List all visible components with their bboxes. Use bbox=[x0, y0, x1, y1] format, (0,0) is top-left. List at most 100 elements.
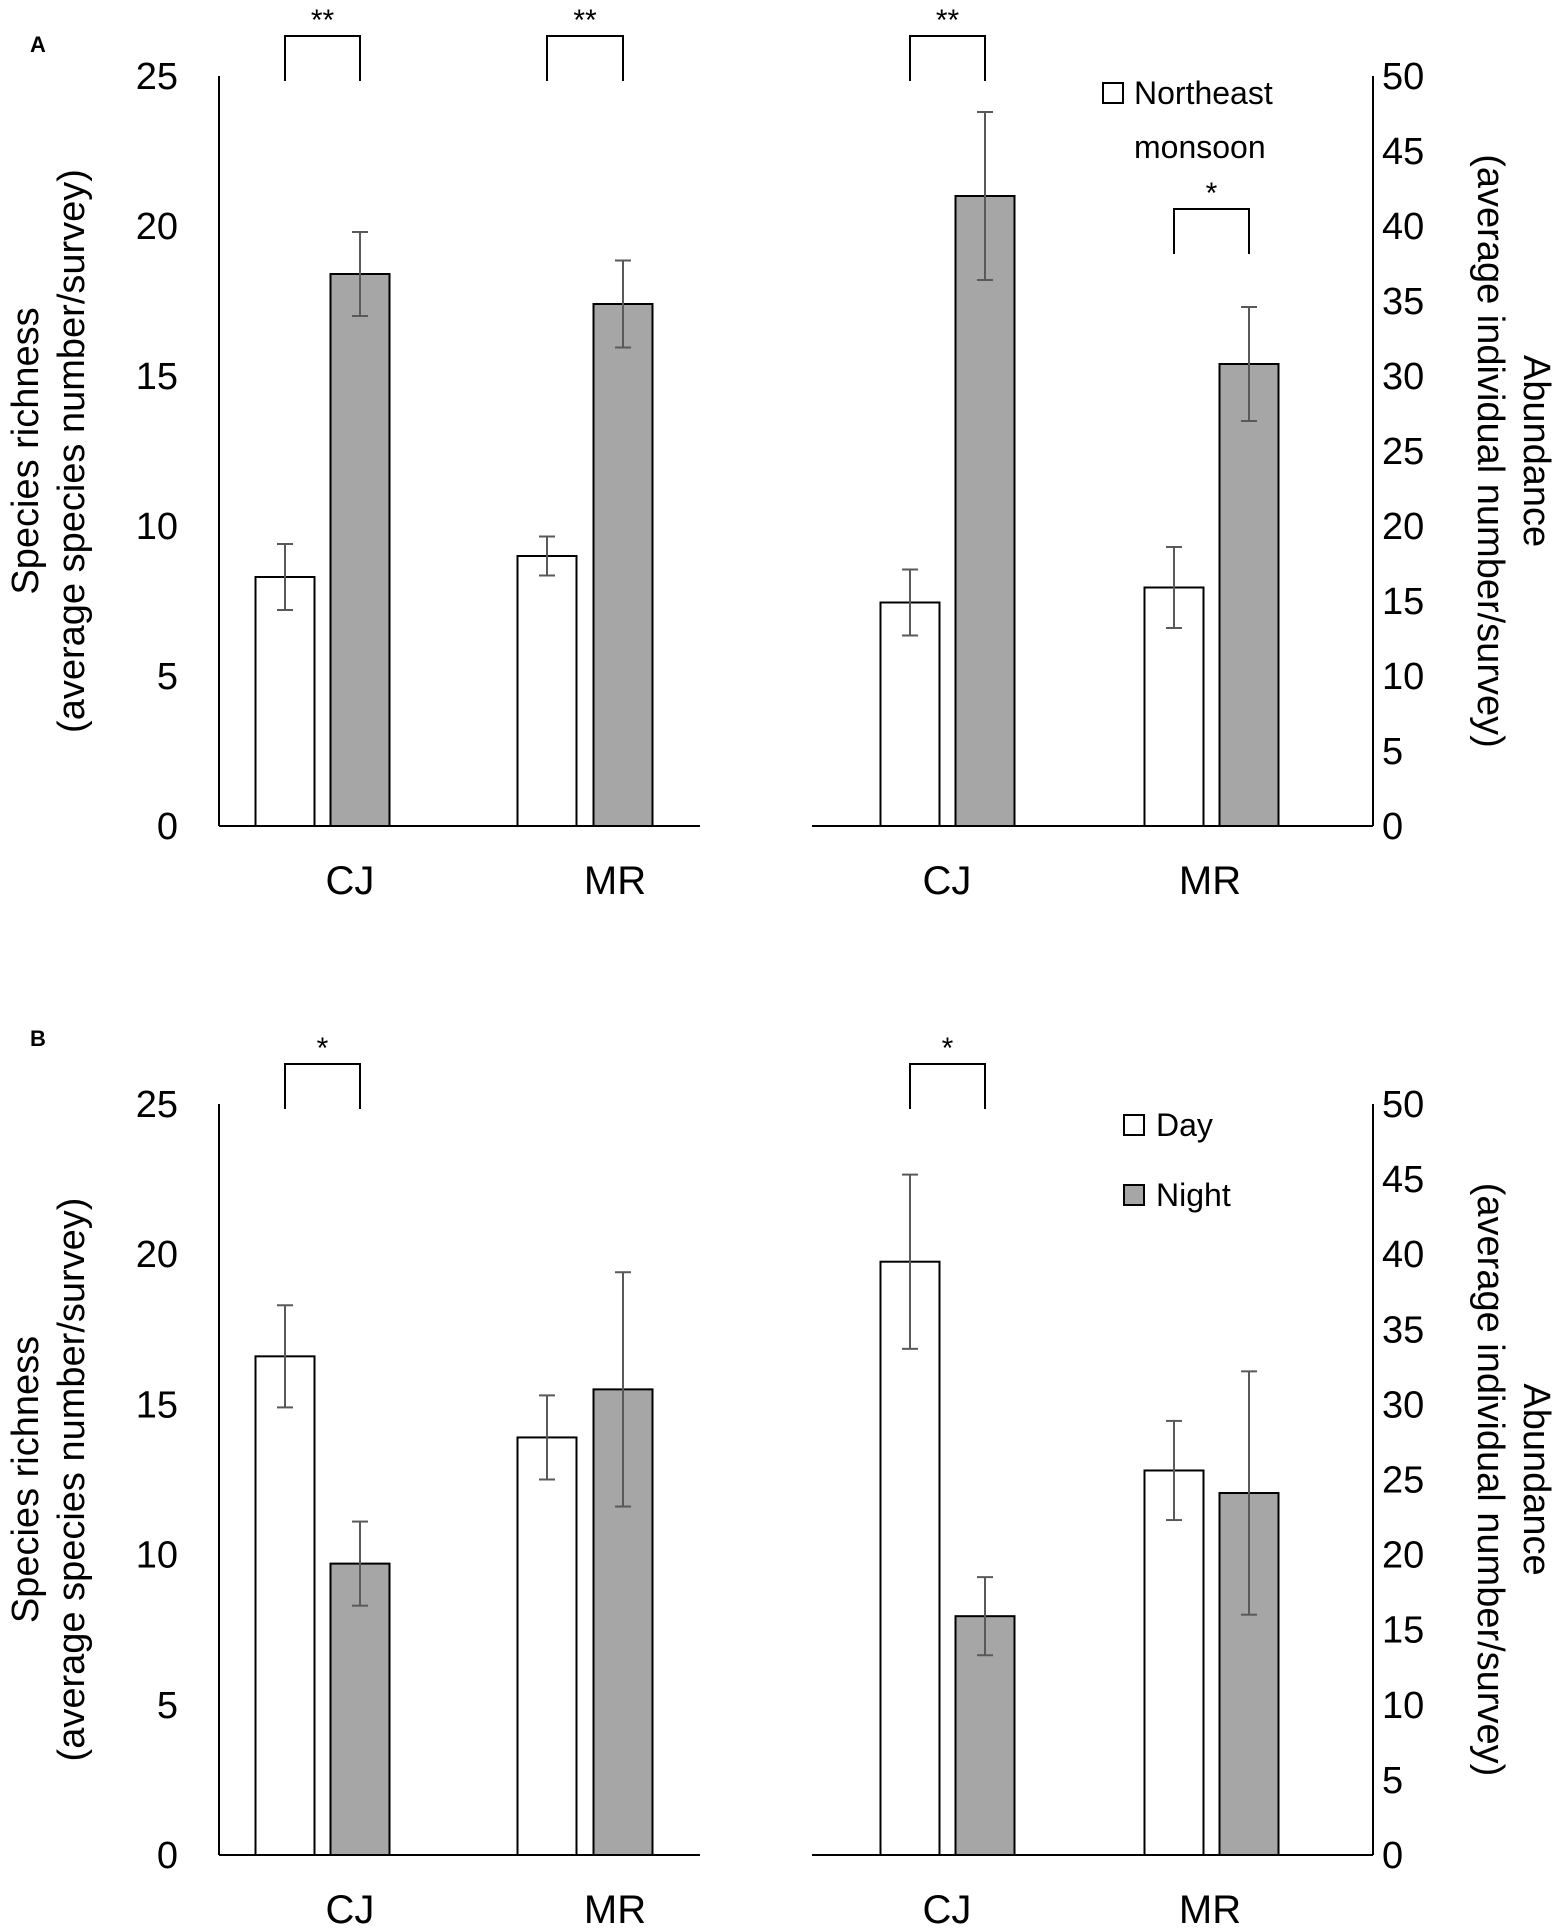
abundance-significance-bracket: * bbox=[909, 1032, 986, 1109]
richness-error-bar bbox=[277, 543, 293, 611]
category-label-mr: MR bbox=[584, 859, 646, 903]
significance-bracket-line bbox=[909, 1063, 986, 1109]
right-tick-label: 25 bbox=[1382, 1460, 1424, 1502]
right-tick-label: 5 bbox=[1382, 1760, 1403, 1802]
right-tick-label: 20 bbox=[1382, 506, 1424, 548]
abundance-significance-bracket: ** bbox=[909, 4, 986, 81]
significance-bracket-line bbox=[546, 35, 624, 81]
richness-significance-bracket: ** bbox=[546, 4, 624, 81]
significance-bracket-line bbox=[284, 1063, 361, 1109]
right-tick-label: 10 bbox=[1382, 656, 1424, 698]
abundance-bar-mr-first bbox=[1143, 1469, 1205, 1857]
right-tick-label: 30 bbox=[1382, 1384, 1424, 1426]
richness-bar-mr-second bbox=[592, 303, 654, 827]
abundance-error-bar bbox=[902, 568, 918, 637]
left-tick-label: 15 bbox=[136, 1384, 178, 1426]
right-tick-label: 40 bbox=[1382, 1234, 1424, 1276]
left-tick-label: 0 bbox=[157, 806, 178, 848]
left-tick-label: 15 bbox=[136, 356, 178, 398]
richness-bar-mr-first bbox=[516, 1436, 578, 1856]
richness-significance-bracket: * bbox=[284, 1032, 361, 1109]
richness-bar-cj-first bbox=[254, 576, 316, 827]
abundance-bar-cj-second bbox=[954, 195, 1016, 827]
category-label-mr: MR bbox=[1179, 1888, 1241, 1931]
legend: Northeast monsoon bbox=[1102, 75, 1273, 165]
legend-swatch bbox=[1102, 82, 1124, 104]
right-tick-label: 50 bbox=[1382, 56, 1424, 98]
right-tick-label: 0 bbox=[1382, 1835, 1403, 1877]
panel-label: A bbox=[30, 32, 46, 57]
category-label-cj: CJ bbox=[326, 1888, 375, 1931]
left-axis-subtitle: (average species number/survey) bbox=[51, 1198, 93, 1762]
legend-swatch bbox=[1123, 1184, 1145, 1206]
right-tick-label: 10 bbox=[1382, 1685, 1424, 1727]
left-tick-label: 10 bbox=[136, 1535, 178, 1577]
abundance-error-bar bbox=[1166, 1419, 1182, 1522]
significance-marker: ** bbox=[311, 4, 335, 37]
legend-swatch bbox=[1123, 1114, 1145, 1136]
abundance-error-bar bbox=[902, 1173, 918, 1350]
right-tick-label: 50 bbox=[1382, 1084, 1424, 1126]
legend-label: Night bbox=[1156, 1177, 1231, 1213]
right-tick-label: 30 bbox=[1382, 356, 1424, 398]
richness-bar-cj-first bbox=[254, 1355, 316, 1857]
category-label-mr: MR bbox=[584, 1888, 646, 1931]
richness-error-bar bbox=[277, 1304, 293, 1409]
left-tick-label: 20 bbox=[136, 206, 178, 248]
right-tick-label: 45 bbox=[1382, 1159, 1424, 1201]
left-tick-label: 5 bbox=[157, 1685, 178, 1727]
category-label-mr: MR bbox=[1179, 859, 1241, 903]
right-tick-label: 25 bbox=[1382, 431, 1424, 473]
significance-marker: ** bbox=[936, 4, 960, 37]
abundance-error-bar bbox=[1241, 1370, 1257, 1616]
left-tick-label: 25 bbox=[136, 56, 178, 98]
abundance-error-bar bbox=[1166, 546, 1182, 629]
left-tick-label: 25 bbox=[136, 1084, 178, 1126]
legend-label: Northeast bbox=[1134, 75, 1273, 111]
left-tick-label: 10 bbox=[136, 506, 178, 548]
richness-error-bar bbox=[352, 1520, 368, 1607]
right-tick-label: 35 bbox=[1382, 1309, 1424, 1351]
left-tick-label: 5 bbox=[157, 656, 178, 698]
category-label-cj: CJ bbox=[923, 859, 972, 903]
category-label-cj: CJ bbox=[923, 1888, 972, 1931]
abundance-error-bar bbox=[977, 111, 993, 281]
right-tick-label: 5 bbox=[1382, 731, 1403, 773]
left-axis-subtitle: (average species number/survey) bbox=[51, 169, 93, 733]
richness-bar-cj-second bbox=[329, 1562, 391, 1857]
richness-error-bar bbox=[615, 1271, 631, 1508]
left-tick-label: 0 bbox=[157, 1835, 178, 1877]
richness-bar-cj-second bbox=[329, 273, 391, 827]
significance-marker: * bbox=[942, 1032, 954, 1065]
richness-error-bar bbox=[539, 1394, 555, 1481]
significance-marker: ** bbox=[573, 4, 597, 37]
right-tick-label: 45 bbox=[1382, 131, 1424, 173]
category-label-cj: CJ bbox=[326, 859, 375, 903]
significance-bracket-line bbox=[1173, 208, 1250, 254]
richness-bar-mr-first bbox=[516, 555, 578, 827]
right-tick-label: 20 bbox=[1382, 1535, 1424, 1577]
right-axis-title: Abundance bbox=[1515, 355, 1557, 547]
legend-label: Day bbox=[1156, 1107, 1213, 1143]
legend: Day Night bbox=[1123, 1107, 1231, 1213]
significance-bracket-line bbox=[284, 35, 361, 81]
right-axis-title: Abundance bbox=[1515, 1383, 1557, 1575]
legend-label-line2: monsoon bbox=[1134, 129, 1266, 165]
abundance-error-bar bbox=[977, 1576, 993, 1657]
left-axis-title: Species richness bbox=[5, 1336, 47, 1623]
right-tick-label: 15 bbox=[1382, 581, 1424, 623]
abundance-bar-mr-second bbox=[1218, 363, 1280, 827]
right-axis-subtitle: (average individual number/survey) bbox=[1469, 1183, 1511, 1777]
right-tick-label: 35 bbox=[1382, 281, 1424, 323]
significance-marker: * bbox=[317, 1032, 329, 1065]
left-tick-label: 20 bbox=[136, 1234, 178, 1276]
right-tick-label: 0 bbox=[1382, 806, 1403, 848]
significance-marker: * bbox=[1206, 177, 1218, 210]
richness-significance-bracket: ** bbox=[284, 4, 361, 81]
richness-error-bar bbox=[615, 259, 631, 349]
abundance-bar-cj-first bbox=[879, 1260, 941, 1856]
right-tick-label: 40 bbox=[1382, 206, 1424, 248]
right-tick-label: 15 bbox=[1382, 1610, 1424, 1652]
abundance-significance-bracket: * bbox=[1173, 177, 1250, 254]
